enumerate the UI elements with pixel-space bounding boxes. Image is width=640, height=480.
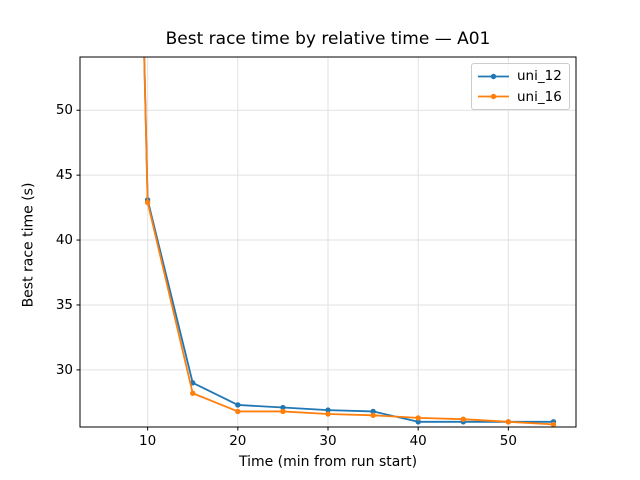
chart-title: Best race time by relative time — A01 (165, 29, 491, 49)
y-tick-label: 35 (56, 297, 73, 313)
y-tick-label: 40 (56, 232, 73, 248)
x-tick-label: 20 (229, 433, 246, 449)
x-tick-label: 30 (319, 433, 336, 449)
series-markers-uni_16 (144, 199, 557, 427)
legend-label: uni_12 (517, 68, 562, 85)
axes-spines (79, 56, 577, 428)
legend-label: uni_16 (517, 88, 562, 105)
x-axis-label: Time (min from run start) (238, 454, 418, 470)
legend-line-sample-icon (478, 94, 509, 100)
plot-area (143, 57, 557, 427)
x-tick-label: 50 (500, 433, 517, 449)
legend: uni_12 uni_16 (471, 63, 570, 110)
y-tick-label: 30 (56, 362, 73, 378)
tick-labels: 10 20 30 40 50 30 35 40 45 50 (56, 102, 517, 449)
x-tick-label: 40 (410, 433, 427, 449)
legend-entry-uni_12: uni_12 (477, 66, 563, 87)
grid-lines (80, 57, 576, 427)
legend-line-sample-icon (478, 73, 509, 79)
y-tick-label: 45 (56, 167, 73, 183)
y-axis-label: Best race time (s) (20, 182, 37, 308)
y-tick-label: 50 (56, 102, 73, 118)
x-tick-label: 10 (139, 433, 156, 449)
axis-ticks (76, 109, 509, 431)
legend-entry-uni_16: uni_16 (477, 87, 563, 108)
